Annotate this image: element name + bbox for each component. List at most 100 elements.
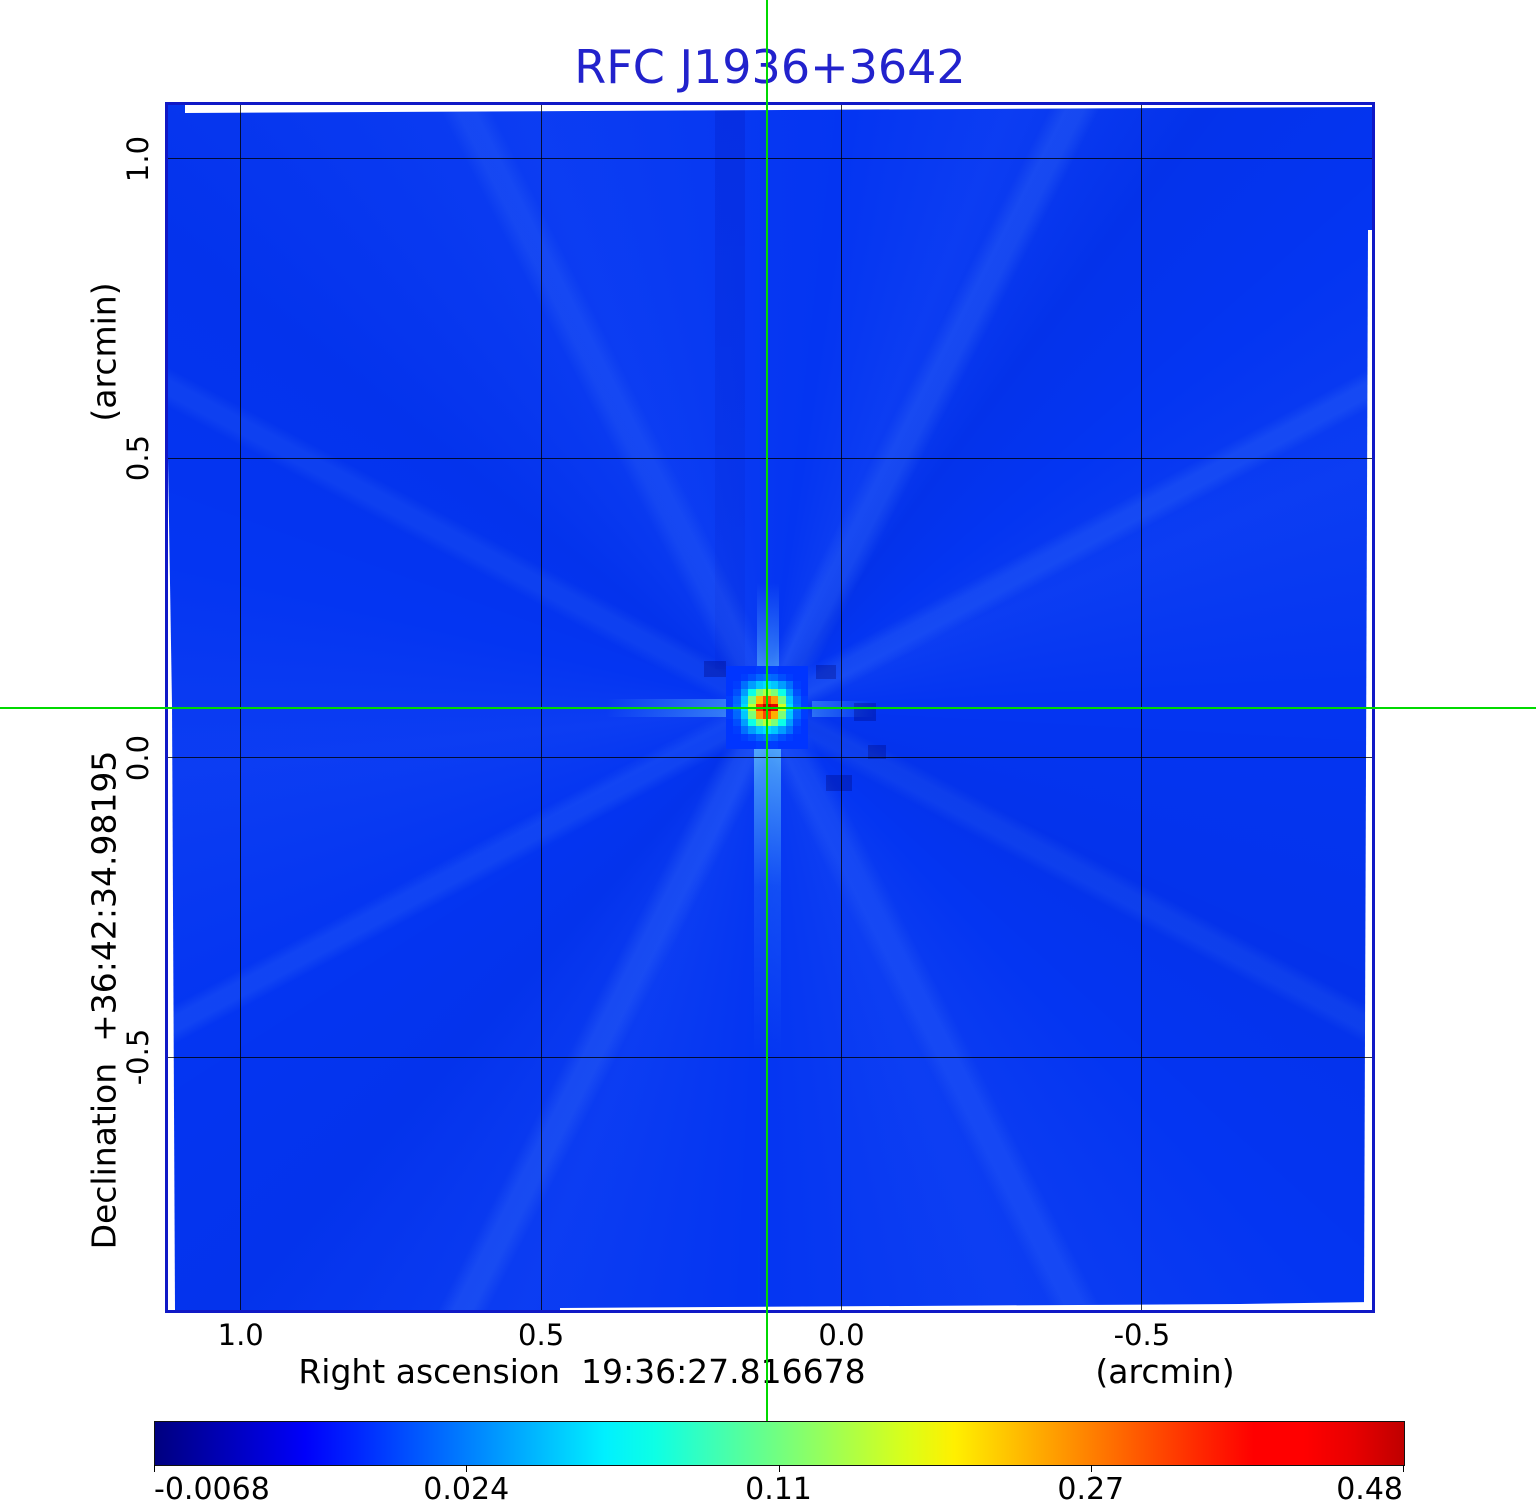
colorbar-tick-label: -0.0068 [154, 1472, 270, 1507]
peak-pixel [740, 718, 749, 727]
peak-pixel [748, 726, 756, 734]
peak-pixel [725, 673, 734, 682]
peak-pixel [800, 666, 809, 674]
peak-pixel [770, 741, 779, 749]
peak-pixel [785, 726, 794, 734]
peak-pixel [800, 688, 809, 697]
crosshair-vertical-line [765, 0, 768, 1421]
x-tick-label: -0.5 [1113, 1318, 1171, 1352]
peak-pixel [778, 673, 786, 682]
peak-pixel [725, 666, 734, 674]
peak-pixel [748, 681, 756, 689]
peak-pixel [748, 688, 756, 697]
peak-pixel [785, 688, 794, 697]
colorbar-tick-label: 0.11 [745, 1472, 812, 1507]
y-axis-title: Declination +36:42:34.98195 [84, 750, 124, 1250]
peak-pixel [800, 673, 809, 682]
peak-pixel [770, 673, 779, 682]
peak-pixel [755, 696, 764, 704]
peak-pixel [778, 688, 786, 697]
peak-pixel [748, 711, 756, 719]
peak-pixel [733, 726, 741, 734]
gridline-y [168, 757, 1372, 759]
peak-pixel [793, 681, 801, 689]
peak-pixel [800, 696, 809, 704]
horizontal-sidelobe-smear-right [812, 701, 874, 717]
peak-pixel [800, 718, 809, 727]
peak-pixel [725, 681, 734, 689]
colorbar-tick-label: 0.024 [423, 1472, 510, 1507]
peak-pixel [755, 733, 764, 742]
x-axis-title: Right ascension 19:36:27.816678 [298, 1352, 866, 1391]
peak-pixel [733, 696, 741, 704]
colorbar [154, 1421, 1405, 1466]
page-title: RFC J1936+3642 [574, 40, 966, 94]
peak-pixel [785, 673, 794, 682]
peak-pixel [778, 696, 786, 704]
peak-pixel [740, 741, 749, 749]
y-tick-label: 0.0 [121, 734, 155, 781]
peak-pixel [800, 681, 809, 689]
peak-pixel [785, 666, 794, 674]
peak-pixel [785, 696, 794, 704]
negative-sidelobe-patch [704, 661, 726, 677]
peak-pixel [793, 666, 801, 674]
peak-pixel [755, 726, 764, 734]
image-edge-gap-top [185, 105, 1372, 113]
peak-pixel [793, 688, 801, 697]
peak-pixel [733, 741, 741, 749]
peak-pixel [793, 733, 801, 742]
peak-pixel [770, 681, 779, 689]
peak-pixel [793, 741, 801, 749]
peak-pixel [725, 688, 734, 697]
peak-pixel [740, 688, 749, 697]
peak-pixel [733, 733, 741, 742]
peak-pixel [785, 733, 794, 742]
peak-pixel [793, 696, 801, 704]
peak-pixel [725, 741, 734, 749]
negative-sidelobe-patch [868, 745, 886, 759]
image-edge-gap-bottom [560, 1302, 1372, 1310]
peak-pixel [800, 741, 809, 749]
x-tick-label: 0.0 [818, 1318, 865, 1352]
peak-pixel [793, 726, 801, 734]
peak-pixel [733, 681, 741, 689]
colorbar-tick [466, 1465, 468, 1472]
negative-sidelobe-patch [816, 665, 836, 679]
colorbar-tick [1403, 1465, 1404, 1472]
crosshair-horizontal-line [0, 706, 1536, 709]
colorbar-tick [1090, 1465, 1092, 1472]
peak-pixel [793, 711, 801, 719]
colorbar-tick [154, 1465, 155, 1472]
x-tick-label: 1.0 [217, 1318, 264, 1352]
peak-pixel [740, 711, 749, 719]
peak-pixel [733, 718, 741, 727]
peak-pixel [740, 681, 749, 689]
peak-pixel [748, 696, 756, 704]
peak-pixel [755, 673, 764, 682]
peak-pixel [748, 733, 756, 742]
peak-pixel [725, 718, 734, 727]
peak-pixel [793, 718, 801, 727]
gridline-y [168, 457, 1372, 459]
peak-pixel [748, 741, 756, 749]
peak-pixel [755, 688, 764, 697]
peak-pixel [800, 726, 809, 734]
image-edge-gap-left [168, 460, 175, 1310]
vertical-sidelobe-smear-up [757, 583, 779, 669]
peak-pixel [740, 726, 749, 734]
peak-pixel [755, 711, 764, 719]
colorbar-tick-label: 0.48 [1336, 1472, 1403, 1507]
peak-pixel [778, 718, 786, 727]
peak-pixel [755, 718, 764, 727]
peak-pixel [740, 733, 749, 742]
peak-pixel [725, 711, 734, 719]
peak-pixel [778, 666, 786, 674]
peak-pixel [785, 681, 794, 689]
peak-pixel [755, 666, 764, 674]
y-tick-label: -0.5 [121, 1028, 155, 1086]
peak-pixel [725, 733, 734, 742]
peak-pixel [793, 673, 801, 682]
peak-pixel [778, 741, 786, 749]
peak-pixel [770, 733, 779, 742]
